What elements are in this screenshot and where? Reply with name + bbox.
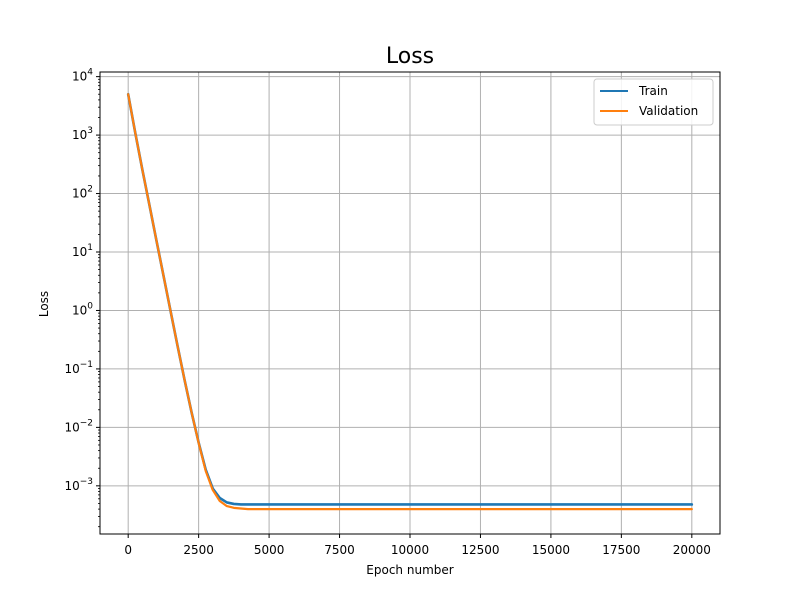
- y-tick-label: 10−3: [64, 477, 93, 493]
- legend: Train Validation: [593, 78, 714, 126]
- y-tick-label: 102: [72, 185, 93, 201]
- series-line-validation: [127, 93, 693, 511]
- x-tick-label: 15000: [532, 543, 570, 557]
- y-axis: 10−3 10−2 10−1 100 101 102 103 104: [64, 68, 100, 528]
- y-tick-label: 10−2: [64, 418, 93, 434]
- x-tick-label: 7500: [324, 543, 355, 557]
- chart-title: Loss: [386, 44, 434, 69]
- y-tick-label: 100: [72, 301, 93, 317]
- grid: [100, 72, 720, 534]
- x-axis: 0 2500 5000 7500 10000 12500 15000 17500 20000: [124, 534, 711, 557]
- legend-label-validation: Validation: [639, 104, 698, 118]
- y-tick-label: 103: [72, 126, 93, 142]
- x-tick-label: 12500: [461, 543, 499, 557]
- y-axis-label: Loss: [37, 291, 51, 317]
- x-tick-label: 10000: [391, 543, 429, 557]
- x-tick-label: 17500: [602, 543, 640, 557]
- y-tick-label: 10−1: [64, 360, 93, 376]
- x-tick-label: 2500: [183, 543, 214, 557]
- y-tick-label: 104: [72, 68, 93, 84]
- x-axis-label: Epoch number: [366, 563, 453, 577]
- x-tick-label: 0: [124, 543, 132, 557]
- x-tick-label: 20000: [673, 543, 711, 557]
- series-layer: [126, 92, 694, 511]
- x-tick-label: 5000: [254, 543, 285, 557]
- legend-label-train: Train: [638, 84, 668, 98]
- y-tick-label: 101: [72, 243, 93, 259]
